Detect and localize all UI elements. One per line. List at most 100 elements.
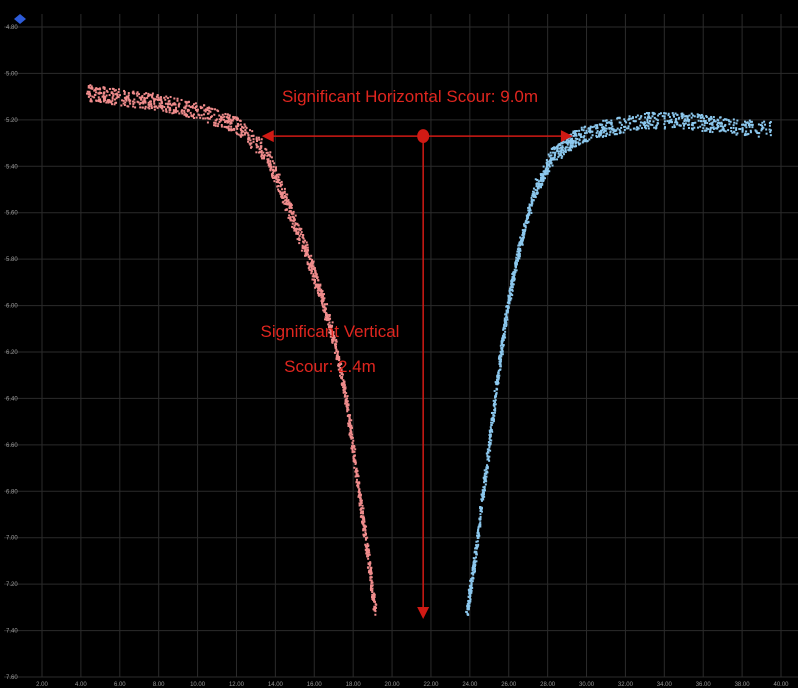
- data-point: [271, 175, 274, 178]
- data-point: [370, 566, 373, 569]
- data-point: [372, 597, 375, 600]
- data-point: [300, 249, 303, 252]
- data-point: [569, 140, 572, 143]
- data-point: [122, 99, 125, 102]
- data-point: [680, 115, 683, 118]
- data-point: [741, 123, 744, 126]
- data-point: [730, 126, 733, 129]
- data-point: [374, 608, 377, 611]
- data-point: [103, 98, 106, 101]
- data-point: [346, 403, 349, 406]
- data-point: [311, 275, 314, 278]
- data-point: [559, 144, 562, 147]
- data-point: [307, 253, 310, 256]
- data-point: [712, 127, 715, 130]
- data-point: [174, 108, 177, 111]
- data-point: [513, 271, 516, 274]
- data-point: [370, 576, 373, 579]
- data-point: [308, 266, 311, 269]
- data-point: [116, 96, 119, 99]
- data-point: [99, 88, 102, 91]
- data-point: [623, 125, 626, 128]
- data-point: [297, 224, 300, 227]
- data-point: [546, 160, 549, 163]
- data-point: [467, 588, 470, 591]
- data-point: [310, 264, 313, 267]
- data-point: [165, 95, 168, 98]
- data-point: [185, 101, 188, 104]
- data-point: [475, 544, 478, 547]
- data-point: [360, 510, 363, 513]
- data-point: [567, 148, 570, 151]
- data-point: [493, 402, 496, 405]
- data-point: [372, 598, 375, 601]
- data-point: [93, 89, 96, 92]
- data-point: [490, 421, 493, 424]
- data-point: [87, 85, 90, 88]
- data-point: [218, 118, 221, 121]
- data-point: [576, 138, 579, 141]
- data-point: [676, 123, 679, 126]
- data-point: [339, 361, 342, 364]
- data-point: [332, 338, 335, 341]
- data-point: [556, 158, 559, 161]
- data-point: [239, 119, 242, 122]
- data-point: [295, 230, 298, 233]
- data-point: [124, 101, 127, 104]
- data-point: [321, 294, 324, 297]
- data-point: [145, 92, 148, 95]
- data-point: [135, 92, 138, 95]
- x-tick-label: 14.00: [268, 682, 284, 688]
- data-point: [369, 569, 372, 572]
- data-point: [759, 123, 762, 126]
- data-point: [667, 112, 670, 115]
- data-point: [527, 213, 530, 216]
- data-point: [292, 210, 295, 213]
- data-point: [474, 561, 477, 564]
- data-point: [286, 202, 289, 205]
- data-point: [304, 254, 307, 257]
- data-point: [589, 125, 592, 128]
- data-point: [299, 228, 302, 231]
- data-point: [120, 104, 123, 107]
- data-point: [187, 100, 190, 103]
- data-point: [95, 91, 98, 94]
- data-point: [500, 350, 503, 353]
- data-point: [348, 419, 351, 422]
- data-point: [693, 115, 696, 118]
- data-point: [648, 116, 651, 119]
- data-point: [600, 129, 603, 132]
- data-point: [710, 122, 713, 125]
- data-point: [290, 212, 293, 215]
- data-point: [758, 132, 761, 135]
- data-point: [346, 408, 349, 411]
- data-point: [217, 110, 220, 113]
- data-point: [298, 242, 301, 245]
- data-point: [227, 125, 230, 128]
- data-point: [587, 127, 590, 130]
- data-point: [111, 99, 114, 102]
- data-point: [506, 318, 509, 321]
- data-point: [147, 103, 150, 106]
- data-point: [765, 132, 768, 135]
- data-point: [102, 94, 105, 97]
- data-point: [289, 218, 292, 221]
- data-point: [536, 179, 539, 182]
- data-point: [278, 173, 281, 176]
- y-tick-label: 7.40: [6, 629, 18, 635]
- data-point: [250, 134, 253, 137]
- data-point: [702, 127, 705, 130]
- data-point: [371, 589, 374, 592]
- data-point: [369, 589, 372, 592]
- data-point: [350, 447, 353, 450]
- data-point: [132, 103, 135, 106]
- x-tick-label: 20.00: [385, 682, 401, 688]
- data-point: [227, 121, 230, 124]
- data-point: [110, 91, 113, 94]
- data-point: [655, 126, 658, 129]
- data-point: [348, 414, 351, 417]
- data-point: [328, 326, 331, 329]
- scatter-points: [86, 84, 772, 616]
- data-point: [549, 151, 552, 154]
- data-point: [260, 146, 263, 149]
